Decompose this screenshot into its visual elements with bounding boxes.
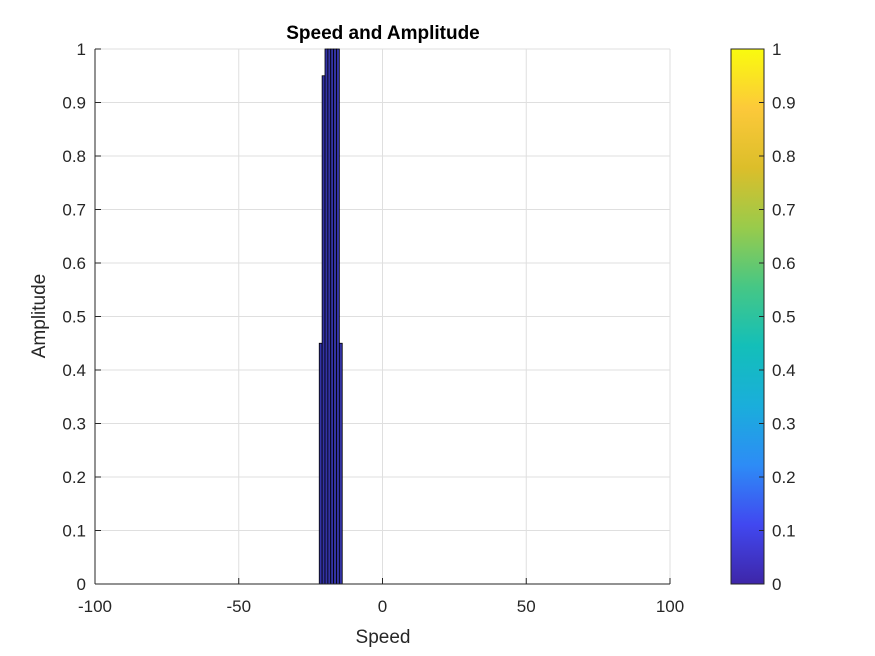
- x-tick-label: -50: [226, 597, 251, 616]
- y-tick-label: 0.1: [62, 522, 86, 541]
- bar: [330, 48, 335, 585]
- bar: [324, 48, 329, 585]
- colorbar-tick-label: 0.7: [772, 201, 796, 220]
- y-tick-label: 0.3: [62, 415, 86, 434]
- colorbar-tick-label: 0: [772, 575, 781, 594]
- y-tick-label: 0.6: [62, 254, 86, 273]
- x-tick-labels: -100 -50 0 50 100: [78, 597, 684, 616]
- colorbar-scale: [730, 48, 765, 585]
- colorbar-tick-label: 0.9: [772, 94, 796, 113]
- colorbar-tick-label: 0.6: [772, 254, 796, 273]
- y-axis-label: Amplitude: [29, 274, 50, 359]
- y-tick-labels: 0 0.1 0.2 0.3 0.4 0.5 0.6 0.7 0.8 0.9 1: [62, 40, 86, 594]
- colorbar-tick-label: 0.2: [772, 468, 796, 487]
- colorbar-tick-label: 0.5: [772, 308, 796, 327]
- x-axis-label: Speed: [356, 627, 411, 648]
- colorbar-tick-label: 1: [772, 40, 781, 59]
- colorbar: 0 0.1 0.2 0.3 0.4 0.5 0.6 0.7 0.8 0.9 1: [730, 40, 796, 594]
- bar: [327, 48, 332, 585]
- grid: [94, 48, 671, 585]
- colorbar-tick-label: 0.3: [772, 415, 796, 434]
- bar: [333, 48, 337, 585]
- colorbar-ticks: 0 0.1 0.2 0.3 0.4 0.5 0.6 0.7 0.8 0.9 1: [759, 40, 796, 594]
- x-tick-label: 100: [656, 597, 684, 616]
- y-tick-label: 0.9: [62, 94, 86, 113]
- bar: [318, 342, 323, 585]
- bar: [321, 75, 326, 585]
- y-tick-label: 0.8: [62, 147, 86, 166]
- colorbar-tick-label: 0.4: [772, 361, 796, 380]
- colorbar-tick-label: 0.8: [772, 147, 796, 166]
- y-tick-label: 0.4: [62, 361, 86, 380]
- colorbar-tick-label: 0.1: [772, 522, 796, 541]
- x-tick-label: 0: [378, 597, 387, 616]
- y-tick-label: 0.7: [62, 201, 86, 220]
- y-tick-label: 0.5: [62, 308, 86, 327]
- bar: [336, 48, 340, 585]
- axes: [94, 48, 671, 585]
- y-tick-label: 0.2: [62, 468, 86, 487]
- bar: [338, 342, 343, 585]
- chart-title: Speed and Amplitude: [286, 23, 480, 44]
- x-tick-label: -100: [78, 597, 112, 616]
- y-tick-label: 1: [77, 40, 86, 59]
- y-tick-label: 0: [77, 575, 86, 594]
- x-tick-label: 50: [517, 597, 536, 616]
